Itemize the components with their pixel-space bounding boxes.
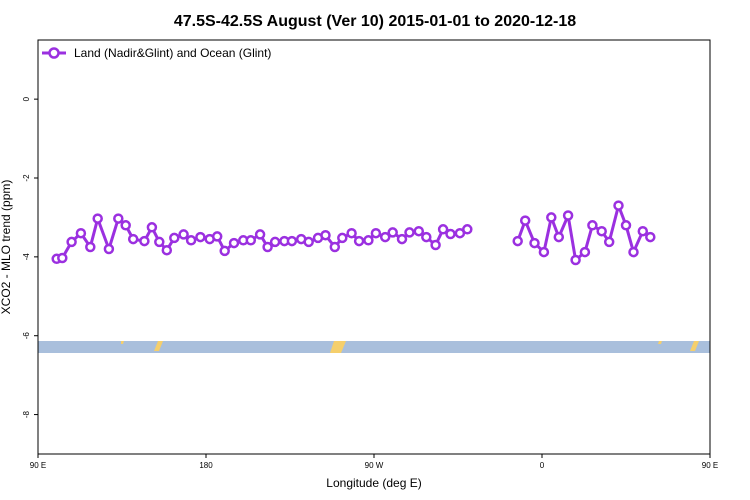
x-tick-label: 180 <box>199 461 213 470</box>
data-point <box>512 235 523 247</box>
data-point <box>219 245 230 257</box>
data-point <box>75 227 87 239</box>
data-point <box>363 235 374 246</box>
data-point <box>329 241 341 253</box>
data-point <box>113 213 124 224</box>
x-tick-label: 90 E <box>30 461 46 470</box>
data-point <box>139 235 150 247</box>
data-point <box>462 224 473 235</box>
data-point <box>519 215 531 226</box>
y-tick-label: -8 <box>22 410 31 418</box>
legend: Land (Nadir&Glint) and Ocean (Glint) <box>42 46 271 60</box>
data-point <box>603 236 615 248</box>
data-point <box>445 228 456 240</box>
ocean-band <box>38 341 710 353</box>
land-mark-4 <box>658 341 662 344</box>
data-point <box>85 241 96 253</box>
x-tick-label: 90 E <box>702 461 718 470</box>
legend-label: Land (Nadir&Glint) and Ocean (Glint) <box>74 46 271 60</box>
data-point <box>570 254 581 266</box>
y-axis-label: XCO2 - MLO trend (ppm) <box>0 180 13 315</box>
data-point <box>127 233 139 245</box>
data-point <box>57 252 68 264</box>
data-point <box>404 227 415 238</box>
data-point <box>421 231 432 243</box>
data-point <box>262 241 273 253</box>
data-point <box>587 220 598 231</box>
data-point <box>92 213 103 224</box>
y-axis: 0 -2 -4 -6 -8 <box>22 96 38 418</box>
data-point <box>620 220 632 231</box>
data-point <box>185 235 197 246</box>
legend-marker <box>48 47 60 59</box>
data-point <box>529 237 540 249</box>
series-layer <box>51 200 656 266</box>
land-mark-2 <box>154 341 163 351</box>
data-point <box>346 227 357 239</box>
land-mark-3 <box>330 341 346 353</box>
data-point <box>146 222 158 233</box>
data-point <box>195 231 206 243</box>
data-point <box>645 231 656 243</box>
map-band <box>38 341 710 353</box>
data-point <box>103 243 115 255</box>
data-point <box>596 225 607 237</box>
data-point <box>337 232 348 244</box>
data-point <box>379 231 391 243</box>
data-point <box>538 246 550 258</box>
data-point <box>66 236 77 248</box>
data-point <box>430 239 441 251</box>
x-tick-label: 0 <box>540 461 545 470</box>
data-point <box>546 212 557 223</box>
y-tick-label: 0 <box>22 96 31 101</box>
data-point <box>228 237 240 249</box>
y-tick-label: -4 <box>22 253 31 261</box>
land-mark-1 <box>121 341 124 344</box>
y-tick-label: -2 <box>22 174 31 182</box>
data-point <box>579 246 591 258</box>
data-point <box>269 236 281 248</box>
data-point <box>387 227 398 238</box>
data-point <box>286 235 298 247</box>
data-point <box>628 246 639 258</box>
data-point <box>413 225 425 237</box>
data-point <box>553 231 565 243</box>
data-point <box>120 220 131 231</box>
data-point <box>370 227 382 239</box>
data-point <box>303 236 314 248</box>
data-point <box>178 229 189 240</box>
x-axis: 90 E 180 90 W 0 90 E <box>30 454 718 470</box>
data-point <box>169 232 180 244</box>
data-point <box>437 224 449 235</box>
x-axis-label: Longitude (deg E) <box>326 476 421 490</box>
data-point <box>161 244 173 256</box>
data-point <box>320 229 331 241</box>
x-tick-label: 90 W <box>365 461 384 470</box>
data-point <box>154 236 165 248</box>
chart-title: 47.5S-42.5S August (Ver 10) 2015-01-01 t… <box>174 13 576 30</box>
data-point <box>353 235 365 247</box>
data-point <box>562 210 574 221</box>
data-point <box>254 229 266 240</box>
data-point <box>396 233 408 245</box>
data-point <box>245 235 257 246</box>
land-mark-5 <box>690 341 699 351</box>
data-point <box>613 200 624 211</box>
data-point <box>211 231 223 242</box>
y-tick-label: -6 <box>22 332 31 340</box>
data-point <box>637 225 649 237</box>
